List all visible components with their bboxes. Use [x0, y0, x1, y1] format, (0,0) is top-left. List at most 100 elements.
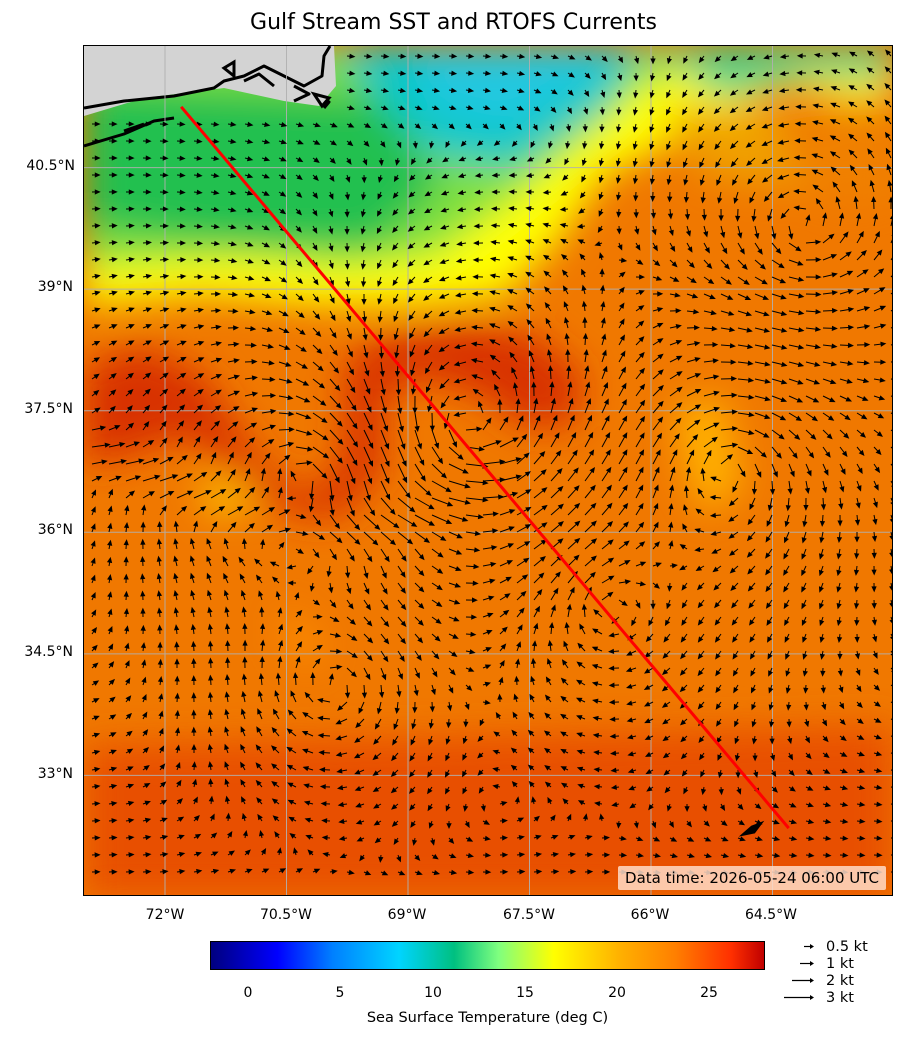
current-arrow-head [598, 252, 604, 259]
current-arrow-head [737, 232, 743, 239]
current-arrow-head [348, 105, 355, 111]
current-arrow-head [111, 121, 118, 127]
current-arrow-head [632, 143, 638, 151]
current-arrow-head [525, 206, 532, 212]
current-arrow-head [328, 262, 334, 270]
island-coastline [221, 59, 332, 109]
current-arrow-head [617, 56, 624, 64]
current-arrow-head [213, 223, 220, 230]
current-arrow-head [162, 138, 169, 144]
current-arrow-head [729, 90, 737, 96]
current-arrow-head [713, 108, 720, 115]
current-arrow-head [872, 212, 879, 220]
current-arrow-head [635, 244, 641, 251]
current-arrow-head [598, 160, 605, 167]
current-arrow-head [179, 121, 186, 127]
current-arrow-head [848, 133, 855, 140]
current-arrow-head [698, 143, 704, 151]
current-arrow-head [230, 173, 237, 179]
current-arrow-head [247, 241, 254, 247]
current-arrow-head [700, 197, 706, 204]
legend-entry: 0.5 kt [770, 938, 868, 955]
current-arrow-head [179, 206, 186, 212]
current-arrow-head [545, 157, 552, 164]
current-arrow-head [718, 215, 724, 222]
current-arrow-head [424, 208, 431, 214]
current-arrow-head [473, 240, 479, 246]
current-arrow-head [687, 246, 693, 253]
current-arrow-head [796, 70, 803, 76]
current-arrow-head [179, 172, 186, 178]
current-arrow-head [94, 121, 101, 127]
current-arrow-head [762, 88, 769, 94]
map-panel[interactable]: Data time: 2026-05-24 06:00 UTC [83, 45, 893, 896]
current-arrow-head [795, 87, 802, 93]
current-arrow-head [891, 670, 892, 672]
current-arrow-head [94, 155, 101, 161]
current-arrow-head [805, 214, 811, 221]
current-arrow-head [263, 225, 270, 231]
current-arrow-head [377, 210, 383, 217]
current-arrow-head [745, 106, 753, 112]
current-arrow-head [793, 188, 800, 195]
current-arrow-head [615, 126, 622, 133]
current-arrow-head [509, 156, 516, 162]
current-arrow-head [746, 54, 754, 60]
current-arrow-head [699, 161, 705, 169]
current-arrow-head [196, 172, 203, 178]
current-arrow-head [649, 126, 655, 133]
current-arrow-head [780, 212, 787, 219]
current-arrow-head [869, 179, 875, 187]
lat-label: 37.5°N [24, 401, 73, 417]
current-arrow-head [507, 239, 514, 245]
current-arrow-head [493, 140, 501, 146]
current-arrow-head [344, 211, 350, 218]
current-arrow-head [484, 70, 492, 76]
current-arrow-head [683, 196, 690, 204]
current-arrow-head [485, 53, 492, 59]
colorbar-tick: 25 [700, 985, 718, 1001]
current-arrow-head [128, 172, 135, 178]
current-arrow-head [328, 193, 334, 200]
current-arrow [890, 239, 892, 244]
current-arrow-head [399, 87, 407, 94]
current-arrow-head [634, 228, 640, 235]
current-arrow-head [795, 245, 802, 252]
current-arrow-head [360, 245, 366, 253]
current-arrow-head [296, 191, 303, 198]
current-arrow-head [542, 206, 549, 212]
current-arrow-head [632, 178, 639, 185]
current-arrow-head [651, 228, 657, 236]
current-arrow-head [392, 226, 398, 234]
current-arrow-head [145, 240, 152, 246]
current-arrow-head [349, 53, 356, 59]
current-arrow-head [812, 103, 819, 109]
current-arrow-head [263, 190, 270, 196]
current-arrow-head [360, 228, 366, 235]
current-arrow-head [866, 67, 873, 73]
current-arrow-head [263, 173, 270, 179]
current-arrow-head [615, 160, 622, 167]
current-arrow-head [111, 223, 118, 229]
current-arrow-head [698, 56, 705, 64]
current-arrow-head [597, 226, 604, 234]
current-arrow-head [440, 190, 448, 196]
current-arrow-head [567, 89, 574, 96]
current-arrow-head [365, 105, 372, 111]
current-arrow-head [280, 260, 287, 266]
current-arrow-head [666, 91, 672, 99]
lat-label: 33°N [37, 766, 73, 782]
current-arrow-head [508, 172, 515, 178]
current-arrow-head [552, 54, 560, 60]
current-arrow-head [417, 70, 424, 76]
lat-label: 39°N [37, 279, 73, 295]
current-arrow-head [794, 121, 801, 127]
current-arrow-head [128, 121, 135, 127]
current-arrow-head [460, 140, 467, 147]
current-arrow-head [884, 66, 891, 73]
current-arrow-head [714, 73, 721, 80]
current-arrow-head [549, 125, 555, 132]
current-arrow-head [361, 177, 367, 184]
sst-colorbar [210, 941, 765, 970]
current-arrow-head [196, 189, 203, 195]
